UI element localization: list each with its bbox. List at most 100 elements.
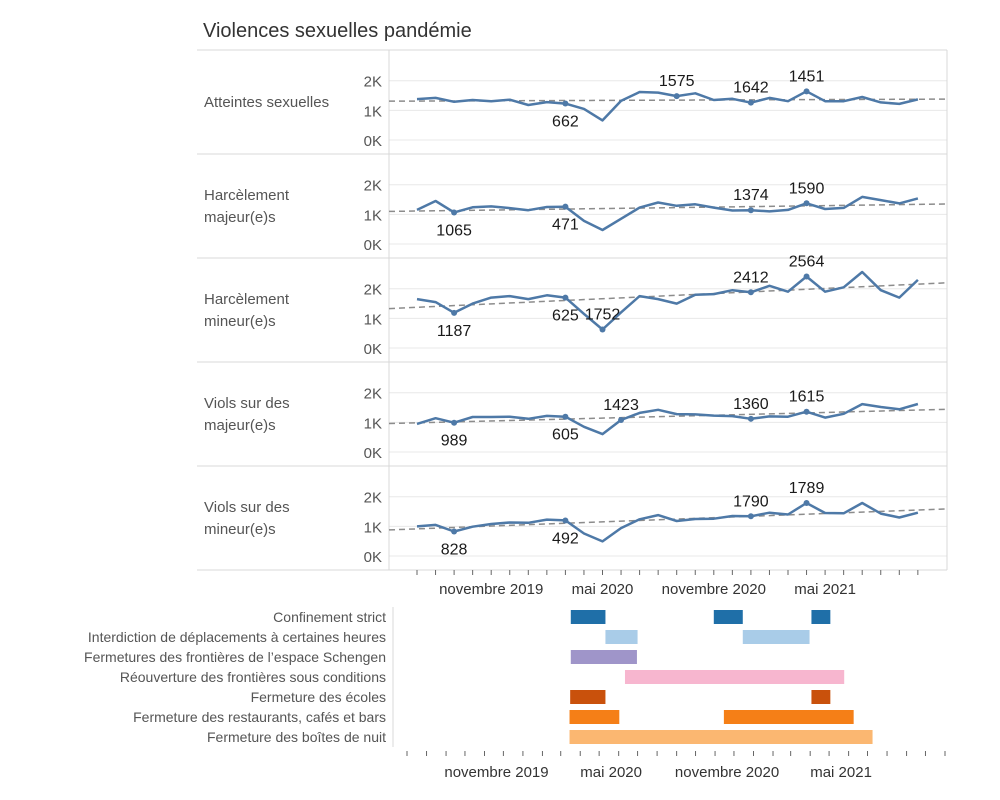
y-tick-label: 2K	[364, 490, 382, 507]
gantt-row-confinement-strict: Confinement strict	[273, 609, 831, 625]
x-tick-label: mai 2020	[572, 581, 634, 598]
data-point	[562, 203, 569, 210]
data-point	[747, 207, 754, 214]
data-point	[562, 413, 569, 420]
row-label-line: majeur(e)s	[204, 209, 276, 226]
row-label: Harcèlement mineur(e)s	[204, 291, 290, 330]
data-point	[803, 408, 810, 415]
bottom-x-axis: novembre 2019 mai 2020 novembre 2020 mai 20…	[406, 751, 946, 781]
gantt-row-label: Fermeture des restaurants, cafés et bars	[133, 709, 386, 725]
row-label-line: Harcèlement	[204, 187, 290, 204]
data-label: 1789	[789, 480, 825, 497]
gantt-bar	[723, 710, 854, 724]
data-label: 1790	[733, 493, 769, 510]
gantt-bar	[624, 670, 845, 684]
gantt-row-interdiction-de-deplacements-a-certaines-heures: Interdiction de déplacements à certaines…	[88, 629, 810, 645]
gantt-bar	[570, 650, 637, 664]
y-tick-label: 2K	[364, 74, 382, 91]
data-point	[803, 88, 810, 95]
timeline-gantt: Confinement strict Interdiction de déplac…	[84, 607, 946, 781]
y-tick-label: 1K	[364, 311, 382, 328]
y-tick-label: 1K	[364, 519, 382, 536]
gantt-bar	[811, 690, 831, 704]
data-label: 492	[552, 530, 579, 547]
panel-viols-sur-des-majeur-e-s: Viols sur des majeur(e)s 0K 1K 2K 989 605 1423 1…	[197, 361, 948, 466]
data-label: 2564	[789, 254, 825, 271]
row-label-line: mineur(e)s	[204, 521, 276, 538]
gantt-row-label: Fermetures des frontières de l’espace Sc…	[84, 649, 386, 665]
panel-viols-sur-des-mineur-e-s: Viols sur des mineur(e)s 0K 1K 2K 828 492 1790 1…	[197, 465, 948, 571]
data-point	[599, 326, 606, 333]
gantt-bar	[570, 610, 606, 624]
data-point	[562, 100, 569, 107]
series-line	[416, 501, 919, 543]
data-point	[747, 513, 754, 520]
data-point	[803, 273, 810, 280]
data-label: 989	[441, 433, 468, 450]
gantt-row-label: Confinement strict	[273, 609, 386, 625]
gantt-row-label: Réouverture des frontières sous conditio…	[120, 669, 386, 685]
data-label: 471	[552, 217, 579, 234]
data-label: 1374	[733, 187, 769, 204]
gantt-row-fermeture-des-boites-de-nuit: Fermeture des boîtes de nuit	[207, 729, 873, 745]
y-tick-label: 0K	[364, 237, 382, 254]
x-tick-label: mai 2021	[810, 764, 872, 781]
trend-line	[388, 203, 948, 213]
series-line	[416, 402, 919, 436]
row-label-line: Atteintes sexuelles	[204, 94, 329, 111]
panel-harcelement-majeur-e-s: Harcèlement majeur(e)s 0K 1K 2K 1065 471 1374 15…	[197, 153, 948, 258]
y-tick-label: 0K	[364, 549, 382, 566]
gantt-row-reouverture-des-frontieres-sous-conditions: Réouverture des frontières sous conditio…	[120, 669, 845, 685]
y-tick-label: 1K	[364, 207, 382, 224]
data-point	[618, 417, 625, 423]
gantt-row-label: Fermeture des boîtes de nuit	[207, 729, 386, 745]
gantt-row-label: Fermeture des écoles	[251, 689, 386, 705]
data-point	[673, 93, 680, 100]
data-point	[451, 209, 458, 216]
series-line	[416, 195, 919, 232]
y-tick-label: 1K	[364, 415, 382, 432]
y-tick-label: 2K	[364, 282, 382, 299]
row-label-line: Harcèlement	[204, 291, 290, 308]
data-label: 1590	[789, 180, 825, 197]
x-tick-label: novembre 2020	[675, 764, 779, 781]
data-point	[451, 528, 458, 535]
data-label: 1187	[437, 323, 472, 340]
y-tick-label: 1K	[364, 103, 382, 120]
x-tick-label: novembre 2019	[439, 581, 543, 598]
row-label-line: Viols sur des	[204, 395, 290, 412]
row-label: Atteintes sexuelles	[204, 94, 329, 111]
gantt-bar	[569, 710, 620, 724]
row-label-line: mineur(e)s	[204, 313, 276, 330]
y-tick-label: 2K	[364, 178, 382, 195]
data-point	[747, 289, 754, 296]
y-tick-label: 0K	[364, 445, 382, 462]
trend-line	[388, 282, 948, 310]
data-label: 1423	[603, 397, 639, 414]
data-label: 1575	[659, 73, 695, 90]
data-label: 1752	[585, 306, 621, 323]
gantt-bar	[605, 630, 638, 644]
row-label: Harcèlement majeur(e)s	[204, 187, 290, 226]
data-point	[747, 415, 754, 422]
chart-title: Violences sexuelles pandémie	[203, 20, 472, 42]
row-label: Viols sur des mineur(e)s	[204, 499, 290, 538]
gantt-bar	[713, 610, 743, 624]
data-label: 1360	[733, 396, 769, 413]
panel-harcelement-mineur-e-s: Harcèlement mineur(e)s 0K 1K 2K 1187 625 1752 24…	[197, 254, 948, 362]
data-point	[803, 200, 810, 207]
data-label: 1451	[789, 68, 825, 85]
x-tick-label: novembre 2020	[662, 581, 766, 598]
line-panels: Atteintes sexuelles 0K 1K 2K 662 1575 1642 1451…	[197, 49, 948, 598]
gantt-bar	[811, 610, 831, 624]
data-point	[451, 309, 458, 316]
data-label: 1642	[733, 80, 769, 97]
gantt-row-label: Interdiction de déplacements à certaines…	[88, 629, 386, 645]
gantt-bar	[569, 730, 873, 744]
row-label-line: majeur(e)s	[204, 417, 276, 434]
gantt-row-fermeture-des-ecoles: Fermeture des écoles	[251, 689, 831, 705]
y-tick-label: 0K	[364, 133, 382, 150]
data-point	[562, 294, 569, 301]
